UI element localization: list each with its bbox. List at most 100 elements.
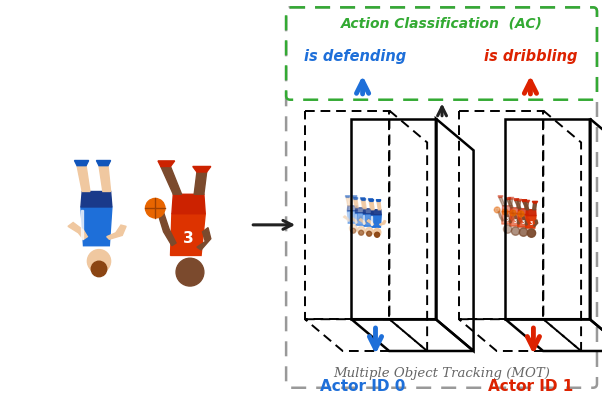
- Circle shape: [91, 261, 107, 277]
- Circle shape: [176, 258, 204, 286]
- Polygon shape: [363, 215, 364, 224]
- Polygon shape: [533, 203, 536, 210]
- Polygon shape: [510, 208, 520, 213]
- Polygon shape: [193, 166, 211, 172]
- Text: 3: 3: [521, 220, 525, 224]
- Polygon shape: [515, 200, 521, 209]
- Polygon shape: [525, 219, 530, 225]
- Polygon shape: [345, 196, 350, 197]
- Polygon shape: [346, 197, 350, 206]
- Polygon shape: [361, 200, 365, 208]
- Polygon shape: [371, 210, 381, 215]
- Polygon shape: [97, 160, 111, 166]
- Circle shape: [373, 228, 381, 236]
- Polygon shape: [81, 210, 83, 239]
- Polygon shape: [353, 197, 357, 206]
- Circle shape: [351, 228, 356, 233]
- Polygon shape: [502, 206, 512, 212]
- Circle shape: [494, 207, 500, 213]
- Polygon shape: [355, 208, 365, 213]
- Polygon shape: [533, 220, 538, 226]
- Polygon shape: [355, 213, 356, 223]
- Text: 3: 3: [530, 221, 533, 226]
- Polygon shape: [379, 221, 386, 225]
- Polygon shape: [516, 200, 522, 201]
- Polygon shape: [499, 197, 505, 206]
- Polygon shape: [371, 215, 381, 227]
- Polygon shape: [364, 219, 370, 223]
- Polygon shape: [522, 215, 527, 225]
- Polygon shape: [371, 220, 378, 224]
- Polygon shape: [525, 215, 536, 228]
- Polygon shape: [518, 218, 522, 224]
- Text: 3: 3: [513, 219, 516, 224]
- Polygon shape: [369, 200, 373, 209]
- Polygon shape: [370, 202, 374, 210]
- Text: is dribbling: is dribbling: [484, 49, 577, 64]
- Polygon shape: [172, 194, 205, 214]
- Polygon shape: [99, 166, 111, 191]
- Polygon shape: [363, 209, 373, 214]
- Polygon shape: [81, 207, 112, 246]
- Polygon shape: [158, 212, 176, 246]
- Polygon shape: [81, 191, 112, 207]
- Text: Action Classification  (AC): Action Classification (AC): [341, 16, 543, 30]
- Polygon shape: [522, 202, 529, 210]
- Polygon shape: [361, 199, 366, 200]
- Text: Multiple Object Tracking (MOT): Multiple Object Tracking (MOT): [333, 367, 550, 380]
- Polygon shape: [356, 217, 362, 221]
- Polygon shape: [361, 198, 365, 200]
- Polygon shape: [498, 211, 503, 221]
- Polygon shape: [502, 212, 512, 224]
- Polygon shape: [343, 216, 350, 221]
- Polygon shape: [347, 212, 349, 221]
- Polygon shape: [68, 222, 88, 239]
- Polygon shape: [161, 166, 182, 194]
- Polygon shape: [77, 166, 90, 191]
- Polygon shape: [158, 161, 175, 166]
- Polygon shape: [369, 200, 374, 202]
- Polygon shape: [509, 197, 514, 199]
- Circle shape: [358, 226, 365, 234]
- Polygon shape: [363, 214, 373, 226]
- Polygon shape: [107, 225, 126, 239]
- Polygon shape: [376, 200, 381, 202]
- Polygon shape: [506, 198, 511, 200]
- Polygon shape: [522, 200, 527, 202]
- Circle shape: [519, 228, 528, 236]
- Circle shape: [502, 209, 508, 215]
- Polygon shape: [347, 206, 358, 211]
- Circle shape: [527, 229, 536, 237]
- Circle shape: [512, 227, 519, 235]
- Polygon shape: [526, 210, 536, 215]
- Circle shape: [146, 198, 165, 218]
- Circle shape: [359, 230, 364, 235]
- Polygon shape: [359, 219, 365, 224]
- Circle shape: [510, 210, 516, 216]
- Polygon shape: [197, 228, 211, 250]
- Circle shape: [88, 250, 111, 273]
- Polygon shape: [354, 200, 358, 208]
- Polygon shape: [351, 218, 358, 223]
- Polygon shape: [347, 211, 358, 223]
- Polygon shape: [518, 215, 528, 227]
- Polygon shape: [355, 213, 365, 225]
- Polygon shape: [518, 209, 528, 215]
- Polygon shape: [532, 202, 538, 203]
- Polygon shape: [352, 196, 357, 197]
- Polygon shape: [514, 199, 519, 200]
- Circle shape: [374, 232, 379, 237]
- Circle shape: [367, 231, 371, 236]
- Polygon shape: [498, 196, 503, 197]
- Polygon shape: [377, 202, 381, 210]
- Text: 3: 3: [506, 217, 509, 222]
- Polygon shape: [517, 201, 521, 208]
- Polygon shape: [510, 216, 514, 222]
- Text: Actor ID 0: Actor ID 0: [320, 379, 405, 394]
- Polygon shape: [74, 160, 89, 166]
- Circle shape: [518, 211, 524, 217]
- Polygon shape: [353, 198, 358, 200]
- Polygon shape: [506, 213, 512, 223]
- Polygon shape: [509, 199, 513, 206]
- Polygon shape: [507, 200, 513, 208]
